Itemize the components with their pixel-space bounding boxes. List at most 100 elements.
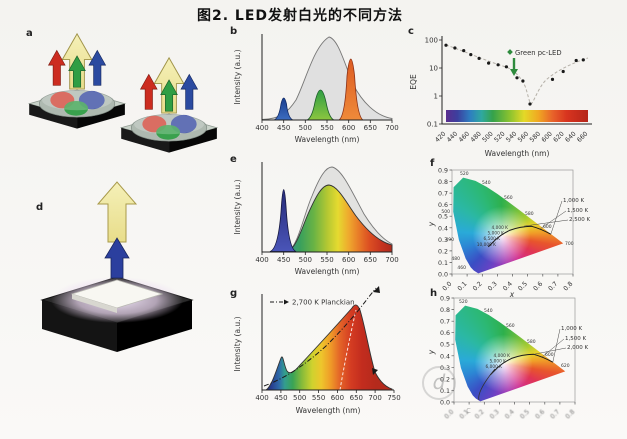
blue-led-peak bbox=[269, 189, 297, 252]
panel-e: e 400 450 500 550 600 650 bbox=[226, 152, 402, 288]
h-xtick: 0.5 bbox=[519, 408, 531, 420]
g-xtick: 450 bbox=[274, 394, 287, 402]
h-temp-6000K: 6,000 K bbox=[486, 364, 503, 370]
panel-c-label: c bbox=[408, 26, 414, 37]
green-diamond-marker bbox=[507, 49, 513, 55]
b-xtick-400: 400 bbox=[255, 124, 268, 132]
h-callout-2000K: 2,000 K bbox=[567, 345, 588, 351]
b-xtick-550: 550 bbox=[320, 124, 333, 132]
f-inline-temps: 4,000 K 5,000 K 6,500 K 10,000 K bbox=[477, 225, 508, 248]
h-xtick: 0.3 bbox=[489, 408, 501, 420]
c-ytick-0p1: 0.1 bbox=[427, 121, 438, 129]
x-tick-marks bbox=[261, 252, 393, 255]
h-ytick: 0.5 bbox=[440, 342, 450, 349]
f-locus-700: 700 bbox=[565, 241, 574, 247]
base-front-left bbox=[42, 300, 117, 352]
panel-e-label: e bbox=[230, 154, 237, 165]
h-ytick: 0.4 bbox=[440, 353, 450, 360]
phosphor-band-curve bbox=[287, 184, 393, 253]
c-xtick: 560 bbox=[517, 130, 530, 143]
blue-arrow-icon bbox=[104, 237, 130, 279]
h-xtick: 0.0 bbox=[443, 408, 455, 420]
callout-lines bbox=[533, 328, 567, 363]
planckian-locus bbox=[489, 353, 554, 376]
b-xtick-700: 700 bbox=[385, 124, 398, 132]
h-temp-5000K: 5,000 K bbox=[490, 359, 507, 365]
f-yticks: 0.9 0.8 0.7 0.6 0.5 0.4 0.3 0.2 0.1 0.0 bbox=[438, 168, 448, 279]
white-envelope-curve bbox=[261, 36, 393, 121]
mixing-line bbox=[478, 368, 496, 401]
e-ylabel: Intensity (a.u.) bbox=[233, 179, 242, 234]
e-xtick: 600 bbox=[342, 256, 355, 264]
f-ytick: 0.9 bbox=[438, 168, 448, 175]
f-ytick: 0.8 bbox=[438, 179, 448, 186]
c-annotation: Green pc-LED bbox=[515, 49, 562, 57]
blue-led-peak bbox=[273, 97, 294, 121]
h-xtick: 0.2 bbox=[474, 408, 486, 420]
f-locus-wavelengths: 520 540 560 580 600 700 500 490 480 460 bbox=[441, 171, 573, 271]
f-ytick: 0.6 bbox=[438, 202, 448, 209]
x-tick-marks bbox=[261, 390, 395, 393]
b-xlabel: Wavelength (nm) bbox=[295, 135, 360, 144]
c-ytick-1: 1 bbox=[434, 93, 438, 101]
yellow-arrow-icon bbox=[96, 181, 138, 243]
green-led-peak bbox=[306, 89, 335, 121]
tick-marks bbox=[451, 297, 576, 405]
c-ytick-10: 10 bbox=[429, 65, 438, 73]
panel-a-label: a bbox=[26, 28, 33, 39]
panel-h: h 0.9 0.8 0.7 0.6 0.5 0.4 0.3 0.2 0.1 0.… bbox=[404, 288, 627, 439]
phosphor-plate-edge bbox=[72, 294, 117, 313]
panel-b-label: b bbox=[230, 26, 238, 37]
h-locus-600: 600 bbox=[545, 352, 554, 358]
g-xtick: 700 bbox=[368, 394, 381, 402]
panel-d-label: d bbox=[36, 202, 44, 213]
g-ylabel: Intensity (a.u.) bbox=[233, 316, 242, 371]
c-xtick: 660 bbox=[576, 130, 589, 143]
broadband-spectrum-curve bbox=[264, 304, 393, 391]
c-xtick: 500 bbox=[481, 130, 494, 143]
callout-lines bbox=[524, 200, 569, 235]
c-xtick: 620 bbox=[552, 130, 565, 143]
panel-b: b 400 450 500 550 600 650 700 Wavelength… bbox=[226, 24, 402, 156]
f-callout-2500K: 2,500 K bbox=[569, 217, 590, 223]
panel-h-label: h bbox=[430, 288, 438, 299]
rgb-spectra-chart: 400 450 500 550 600 650 700 Wavelength (… bbox=[233, 34, 399, 144]
h-locus-540: 540 bbox=[484, 308, 493, 314]
broadband-spectrum-chart: 2,700 K Planckian 400 450 500 550 600 65… bbox=[233, 286, 401, 415]
green-annotation-arrowhead bbox=[510, 69, 518, 76]
h-xticks: 0.0 0.1 0.2 0.3 0.4 0.5 0.6 0.7 0.8 bbox=[443, 408, 576, 420]
h-callout-1000K: 1,000 K bbox=[561, 326, 582, 332]
eqe-chart: Green pc-LED 100 10 1 0.1 EQE 420 440 46… bbox=[409, 36, 592, 158]
f-temp-6500K: 6,500 K bbox=[484, 236, 501, 242]
h-xtick: 0.7 bbox=[549, 408, 561, 420]
legend-arrowhead-icon bbox=[284, 299, 289, 305]
eqe-data-points bbox=[444, 43, 585, 106]
c-xtick: 520 bbox=[493, 130, 506, 143]
b-xtick-650: 650 bbox=[364, 124, 377, 132]
spectrum-colorbar bbox=[446, 110, 588, 122]
c-xtick: 480 bbox=[469, 130, 482, 143]
c-ytick-100: 100 bbox=[425, 37, 438, 45]
e-xtick: 450 bbox=[277, 256, 290, 264]
h-inline-temps: 4,000 K 5,000 K 6,000 K bbox=[486, 353, 511, 370]
h-locus-520: 520 bbox=[459, 299, 468, 305]
panel-a: a bbox=[18, 26, 224, 164]
f-locus-460: 460 bbox=[457, 265, 466, 271]
f-ylabel: y bbox=[427, 221, 436, 227]
h-locus-wavelengths: 520 540 560 580 600 620 bbox=[459, 299, 570, 369]
h-ylabel: y bbox=[427, 349, 436, 355]
f-xlabel: x bbox=[509, 290, 515, 299]
eqe-trend-curve bbox=[445, 44, 589, 105]
panel-f-label: f bbox=[430, 158, 435, 169]
f-callout-1500K: 1,500 K bbox=[567, 208, 588, 214]
white-dashed-guide bbox=[339, 309, 357, 391]
base-front-right bbox=[117, 300, 192, 352]
e-xtick: 550 bbox=[320, 256, 333, 264]
h-ytick: 0.6 bbox=[440, 330, 450, 337]
panel-d: d bbox=[22, 180, 222, 370]
orange-led-peak bbox=[337, 58, 365, 121]
h-xtick: 0.8 bbox=[564, 408, 576, 420]
panel-g-label: g bbox=[230, 288, 238, 299]
f-callout-1000K: 1,000 K bbox=[563, 198, 584, 204]
